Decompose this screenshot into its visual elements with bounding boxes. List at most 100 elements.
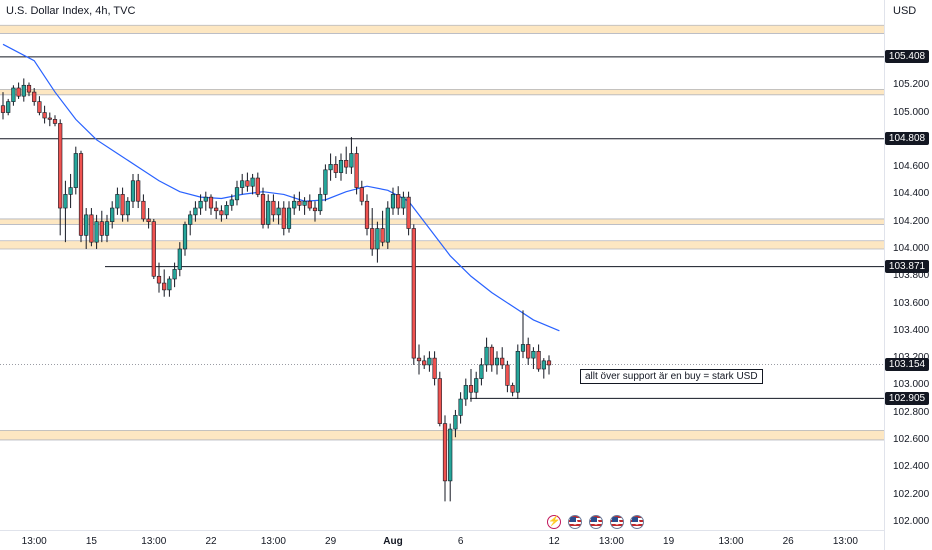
candle-body-103 — [536, 350, 541, 370]
candle-body-19 — [99, 221, 104, 236]
candle-body-49 — [255, 177, 260, 195]
candle-body-65 — [338, 159, 344, 173]
price-tick-label: 104.000 — [893, 242, 930, 254]
candle-body-27 — [141, 200, 146, 220]
candle-body-69 — [359, 187, 364, 202]
price-tick-label: 105.200 — [893, 79, 930, 91]
price-tick-label: 104.400 — [893, 188, 930, 200]
candle-body-0 — [0, 105, 6, 113]
candle-body-94 — [489, 346, 494, 366]
candle-body-28 — [146, 218, 151, 222]
candle-body-2 — [11, 87, 16, 102]
candle-body-55 — [286, 207, 292, 229]
candle-body-12 — [63, 194, 68, 209]
candle-body-67 — [349, 153, 354, 168]
price-tick-label: 103.600 — [893, 297, 930, 309]
candle-body-5 — [26, 84, 32, 93]
candle-body-101 — [526, 344, 531, 359]
candle-body-16 — [84, 214, 89, 236]
candle-body-78 — [406, 196, 411, 229]
candle-body-35 — [182, 224, 188, 250]
candle-body-93 — [484, 346, 489, 366]
candle-body-30 — [156, 275, 162, 284]
candle-body-26 — [136, 180, 141, 202]
candle-body-4 — [21, 84, 26, 97]
candle-body-86 — [448, 428, 453, 482]
candle-body-41 — [214, 207, 219, 212]
candle-body-51 — [266, 200, 271, 225]
candle-body-62 — [323, 169, 328, 195]
candle-body-91 — [474, 378, 479, 393]
candle-body-24 — [125, 200, 130, 216]
candle-body-90 — [468, 385, 474, 393]
candle-body-54 — [281, 207, 286, 229]
candle-body-66 — [344, 159, 349, 168]
price-tick-label: 104.600 — [893, 161, 930, 173]
us-flag-icon-1[interactable] — [568, 515, 582, 529]
candle-body-45 — [234, 187, 240, 201]
candle-body-53 — [276, 207, 281, 216]
candle-body-102 — [531, 350, 536, 359]
candle-body-99 — [515, 350, 520, 393]
candle-body-13 — [68, 187, 73, 195]
candle-body-59 — [307, 200, 312, 209]
time-tick-label: 13:00 — [260, 536, 286, 547]
time-tick-label: 19 — [663, 536, 675, 547]
time-tick-label: 13:00 — [141, 536, 167, 547]
candle-body-6 — [32, 91, 37, 102]
price-tick-label: 103.800 — [893, 270, 930, 282]
time-tick-label: 29 — [325, 536, 337, 547]
candle-body-61 — [318, 194, 323, 212]
chart-annotation[interactable]: allt över support är en buy = stark USD — [580, 369, 763, 384]
candle-body-33 — [172, 269, 177, 280]
candle-body-104 — [541, 360, 546, 370]
candle-body-52 — [271, 200, 276, 216]
time-tick-label: 22 — [205, 536, 217, 547]
time-axis-divider — [0, 530, 884, 531]
candle-body-71 — [370, 228, 375, 250]
candle-body-82 — [427, 357, 432, 366]
candle-body-75 — [390, 194, 396, 209]
price-tick-label: 102.200 — [893, 488, 930, 500]
candle-body-25 — [130, 180, 136, 202]
time-tick-label: 15 — [85, 536, 97, 547]
price-tick-label: 105.000 — [893, 106, 930, 118]
candle-body-83 — [432, 357, 437, 379]
price-tag-label: 102.905 — [885, 391, 929, 405]
candle-body-20 — [104, 221, 110, 236]
price-tick-label: 102.000 — [893, 515, 930, 527]
price-tick-label: 104.200 — [893, 215, 930, 227]
candle-body-105 — [546, 360, 552, 366]
candle-body-68 — [354, 153, 359, 188]
candle-body-81 — [422, 360, 427, 366]
dividend-bolt-icon[interactable]: ⚡ — [547, 515, 562, 529]
candle-body-31 — [162, 282, 167, 291]
price-chart[interactable] — [0, 0, 884, 530]
candle-body-10 — [52, 119, 58, 124]
price-tick-label: 102.400 — [893, 461, 930, 473]
candle-body-36 — [188, 214, 193, 225]
us-flag-icon-2[interactable] — [588, 515, 603, 529]
price-tick-label: 102.800 — [893, 406, 930, 418]
candle-body-21 — [110, 207, 115, 222]
candle-body-38 — [198, 200, 203, 209]
price-tick-label: 103.000 — [893, 379, 930, 391]
candle-body-74 — [385, 207, 390, 243]
candle-body-9 — [47, 117, 52, 120]
candle-body-42 — [219, 210, 224, 216]
price-axis-divider — [884, 0, 885, 550]
candle-body-3 — [16, 87, 21, 97]
candle-body-44 — [229, 199, 234, 206]
price-tick-label: 103.200 — [893, 352, 929, 363]
candle-body-70 — [364, 200, 370, 229]
candle-body-63 — [328, 164, 333, 171]
us-flag-icon-4[interactable] — [630, 515, 645, 529]
time-tick-label: 13:00 — [718, 536, 744, 547]
us-flag-icon-3[interactable] — [609, 515, 624, 529]
chart-title: U.S. Dollar Index, 4h, TVC — [6, 5, 136, 17]
candle-body-96 — [500, 357, 505, 366]
candle-body-76 — [396, 194, 401, 209]
time-tick-label: 26 — [782, 536, 794, 547]
candle-body-73 — [380, 228, 385, 243]
currency-label[interactable]: USD — [893, 5, 917, 17]
